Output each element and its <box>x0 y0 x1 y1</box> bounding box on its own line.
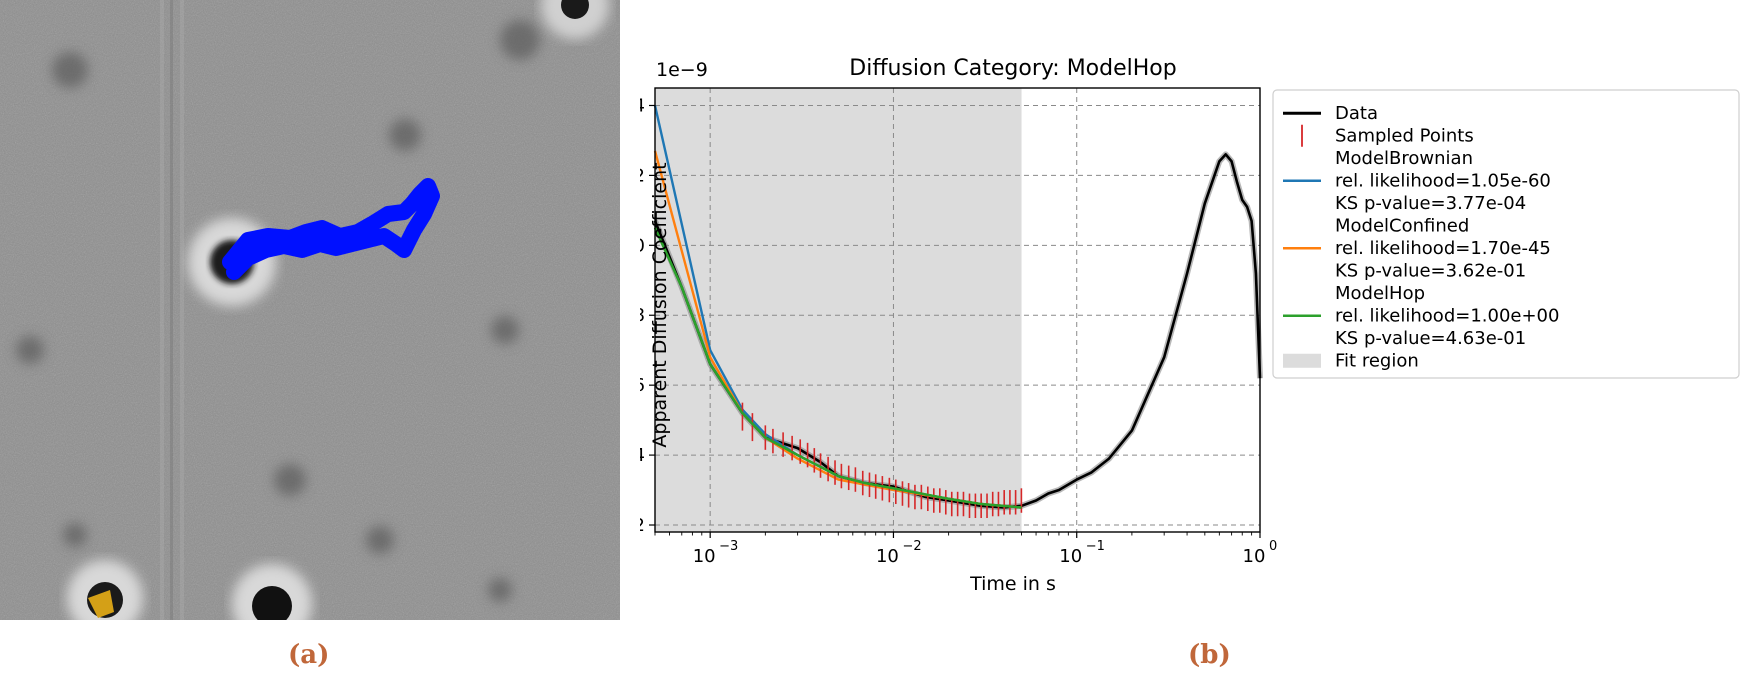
legend-swatch-fit <box>1283 353 1321 368</box>
y-tick-label: 1.2 <box>640 165 645 186</box>
particle-marker <box>88 590 114 618</box>
axes-layer: 10−310−210−11000.20.40.60.81.01.21.4 <box>640 95 1277 567</box>
x-tick-label: 10 <box>693 546 716 567</box>
legend-box <box>1272 89 1740 379</box>
legend-label-hop: rel. likelihood=1.00e+00 <box>1335 306 1559 327</box>
particle-track <box>222 178 440 280</box>
x-axis-label: Time in s <box>969 573 1056 595</box>
legend-label-hop: KS p-value=4.63e-01 <box>1335 328 1526 349</box>
legend-label-fit: Fit region <box>1335 351 1419 372</box>
legend-label-hop: ModelHop <box>1335 283 1425 304</box>
micrograph-panel <box>0 0 620 620</box>
chart-title: Diffusion Category: ModelHop <box>849 56 1176 81</box>
fit-region-layer <box>655 88 1022 532</box>
legend-label-sampled: Sampled Points <box>1335 126 1474 147</box>
series-data-line <box>653 153 1262 509</box>
vertical-streaks <box>160 0 184 620</box>
legend-label-brownian: rel. likelihood=1.05e-60 <box>1335 171 1551 192</box>
y-tick-label: 0.6 <box>640 375 645 396</box>
bead-particle-lower-middle <box>232 564 312 620</box>
x-tick-exponent: −1 <box>1086 539 1105 554</box>
y-axis-label: Apparent Diffusion Coefficient <box>649 162 671 447</box>
x-tick-label: 10 <box>1243 546 1266 567</box>
grid-layer <box>655 88 1261 532</box>
x-tick-exponent: −3 <box>719 539 738 554</box>
x-tick-label: 10 <box>1059 546 1082 567</box>
panel-label-b: (b) <box>1188 640 1231 670</box>
x-tick-exponent: −2 <box>902 539 921 554</box>
dark-blobs <box>16 20 540 602</box>
panel-label-a: (a) <box>288 640 330 670</box>
legend-label-data: Data <box>1335 103 1378 124</box>
y-multiplier: 1e−9 <box>656 59 708 81</box>
y-tick-label: 0.8 <box>640 305 645 326</box>
fit-region <box>655 88 1022 532</box>
micrograph-grain <box>0 0 620 620</box>
y-tick-label: 1.4 <box>640 95 645 116</box>
legend-label-confined: ModelConfined <box>1335 216 1469 237</box>
series-hop-line-overlay <box>653 227 1022 509</box>
x-tick-exponent: 0 <box>1269 539 1277 554</box>
y-tick-label: 0.2 <box>640 515 645 536</box>
x-tick-label: 10 <box>876 546 899 567</box>
plot-frame <box>654 87 1261 533</box>
bead-particle-top-right <box>541 0 609 39</box>
y-tick-label: 0.4 <box>640 445 645 466</box>
sampled-points-layer <box>653 227 1023 519</box>
legend-label-confined: rel. likelihood=1.70e-45 <box>1335 238 1551 259</box>
legend-label-brownian: ModelBrownian <box>1335 148 1473 169</box>
legend-label-brownian: KS p-value=3.77e-04 <box>1335 193 1526 214</box>
y-tick-label: 1.0 <box>640 235 645 256</box>
diffusion-chart: 10−310−210−11000.20.40.60.81.01.21.4 Dif… <box>640 0 1750 620</box>
legend-label-confined: KS p-value=3.62e-01 <box>1335 261 1526 282</box>
